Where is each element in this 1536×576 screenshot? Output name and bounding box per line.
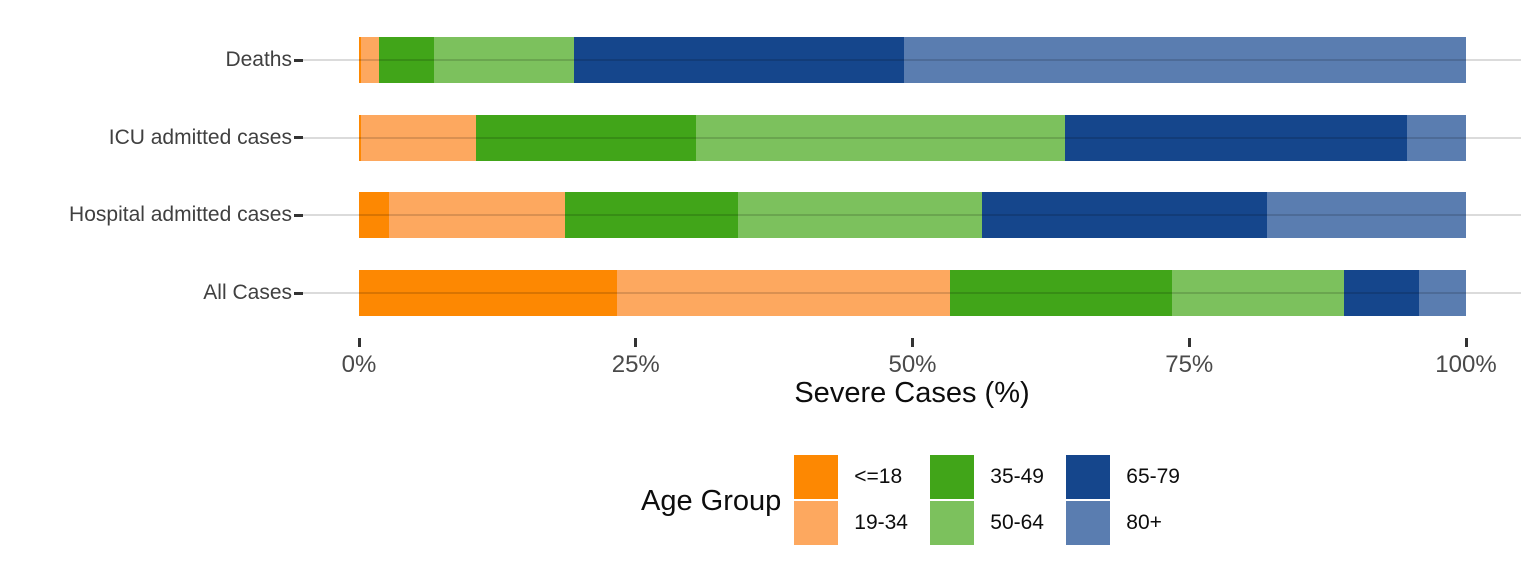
bar-segment	[1344, 270, 1420, 316]
bar-segment	[982, 192, 1267, 239]
bar-segment	[564, 192, 738, 239]
legend-item: 50-64	[930, 501, 1066, 545]
y-axis-label: Deaths	[225, 48, 292, 71]
bar-segment	[476, 114, 696, 161]
bar-segment	[573, 37, 904, 83]
y-axis-label: Hospital admitted cases	[69, 203, 292, 227]
bar-row	[359, 37, 1466, 83]
x-axis-tick	[634, 338, 638, 347]
legend-swatch	[930, 501, 975, 545]
bar-segment	[1266, 192, 1466, 239]
legend-label: 35-49	[990, 465, 1044, 488]
legend: Age Group <=18 19-34 35-49 50-64 65-79 80+	[641, 455, 1202, 547]
x-axis-tick-label: 100%	[1435, 351, 1497, 378]
gridline	[303, 136, 1521, 139]
bar-segment	[361, 114, 477, 161]
y-axis-tick	[294, 136, 303, 140]
bar-segment	[1419, 270, 1466, 316]
legend-swatch	[1066, 501, 1111, 545]
legend-swatch	[794, 501, 839, 545]
legend-swatch	[794, 455, 839, 499]
bar-segment	[1171, 270, 1345, 316]
bar-segment	[359, 270, 617, 316]
legend-column: <=18 19-34	[794, 455, 930, 547]
bar-segment	[359, 192, 389, 239]
x-axis-tick	[357, 338, 361, 347]
bar-segment	[695, 114, 1066, 161]
legend-label: 65-79	[1126, 465, 1180, 488]
x-axis-tick	[1464, 338, 1468, 347]
legend-swatch	[930, 455, 975, 499]
legend-columns: <=18 19-34 35-49 50-64 65-79 80+	[794, 455, 1202, 547]
legend-label: 50-64	[990, 511, 1044, 534]
bar-segment	[903, 37, 1466, 83]
legend-column: 35-49 50-64	[930, 455, 1066, 547]
bar-segment	[434, 37, 574, 83]
y-axis-tick	[294, 291, 303, 295]
y-axis-label: All Cases	[203, 281, 292, 304]
x-axis-tick-label: 25%	[611, 351, 660, 378]
bar-row	[359, 192, 1466, 239]
legend-item: 65-79	[1066, 455, 1202, 499]
legend-swatch	[1066, 455, 1111, 499]
legend-column: 65-79 80+	[1066, 455, 1202, 547]
bar-segment	[359, 37, 362, 83]
legend-label: 80+	[1126, 511, 1162, 534]
bar-segment	[1065, 114, 1408, 161]
bar-row	[359, 114, 1466, 161]
gridline	[303, 214, 1521, 217]
bar-row	[359, 270, 1466, 316]
x-axis-tick-label: 50%	[888, 351, 937, 378]
gridline	[303, 292, 1521, 294]
bar-segment	[737, 192, 983, 239]
legend-title: Age Group	[641, 484, 782, 517]
legend-item: 19-34	[794, 501, 930, 545]
x-axis-tick	[911, 338, 914, 347]
legend-item: 35-49	[930, 455, 1066, 499]
legend-item: 80+	[1066, 501, 1202, 545]
bar-segment	[378, 37, 435, 83]
y-axis-tick	[294, 58, 303, 62]
x-axis-tick-label: 0%	[341, 351, 377, 378]
y-axis-tick	[294, 213, 303, 217]
bar-segment	[388, 192, 565, 239]
y-axis-label: ICU admitted cases	[108, 125, 292, 149]
x-axis-title: Severe Cases (%)	[794, 377, 1030, 409]
bar-segment	[1407, 114, 1466, 161]
bar-segment	[950, 270, 1172, 316]
bar-segment	[616, 270, 951, 316]
bar-segment	[359, 114, 362, 161]
legend-item: <=18	[794, 455, 930, 499]
bar-segment	[361, 37, 379, 83]
x-axis-tick-label: 75%	[1165, 351, 1214, 378]
legend-label: 19-34	[854, 511, 908, 534]
x-axis-tick	[1187, 338, 1191, 347]
legend-label: <=18	[854, 465, 903, 488]
gridline	[303, 59, 1521, 61]
